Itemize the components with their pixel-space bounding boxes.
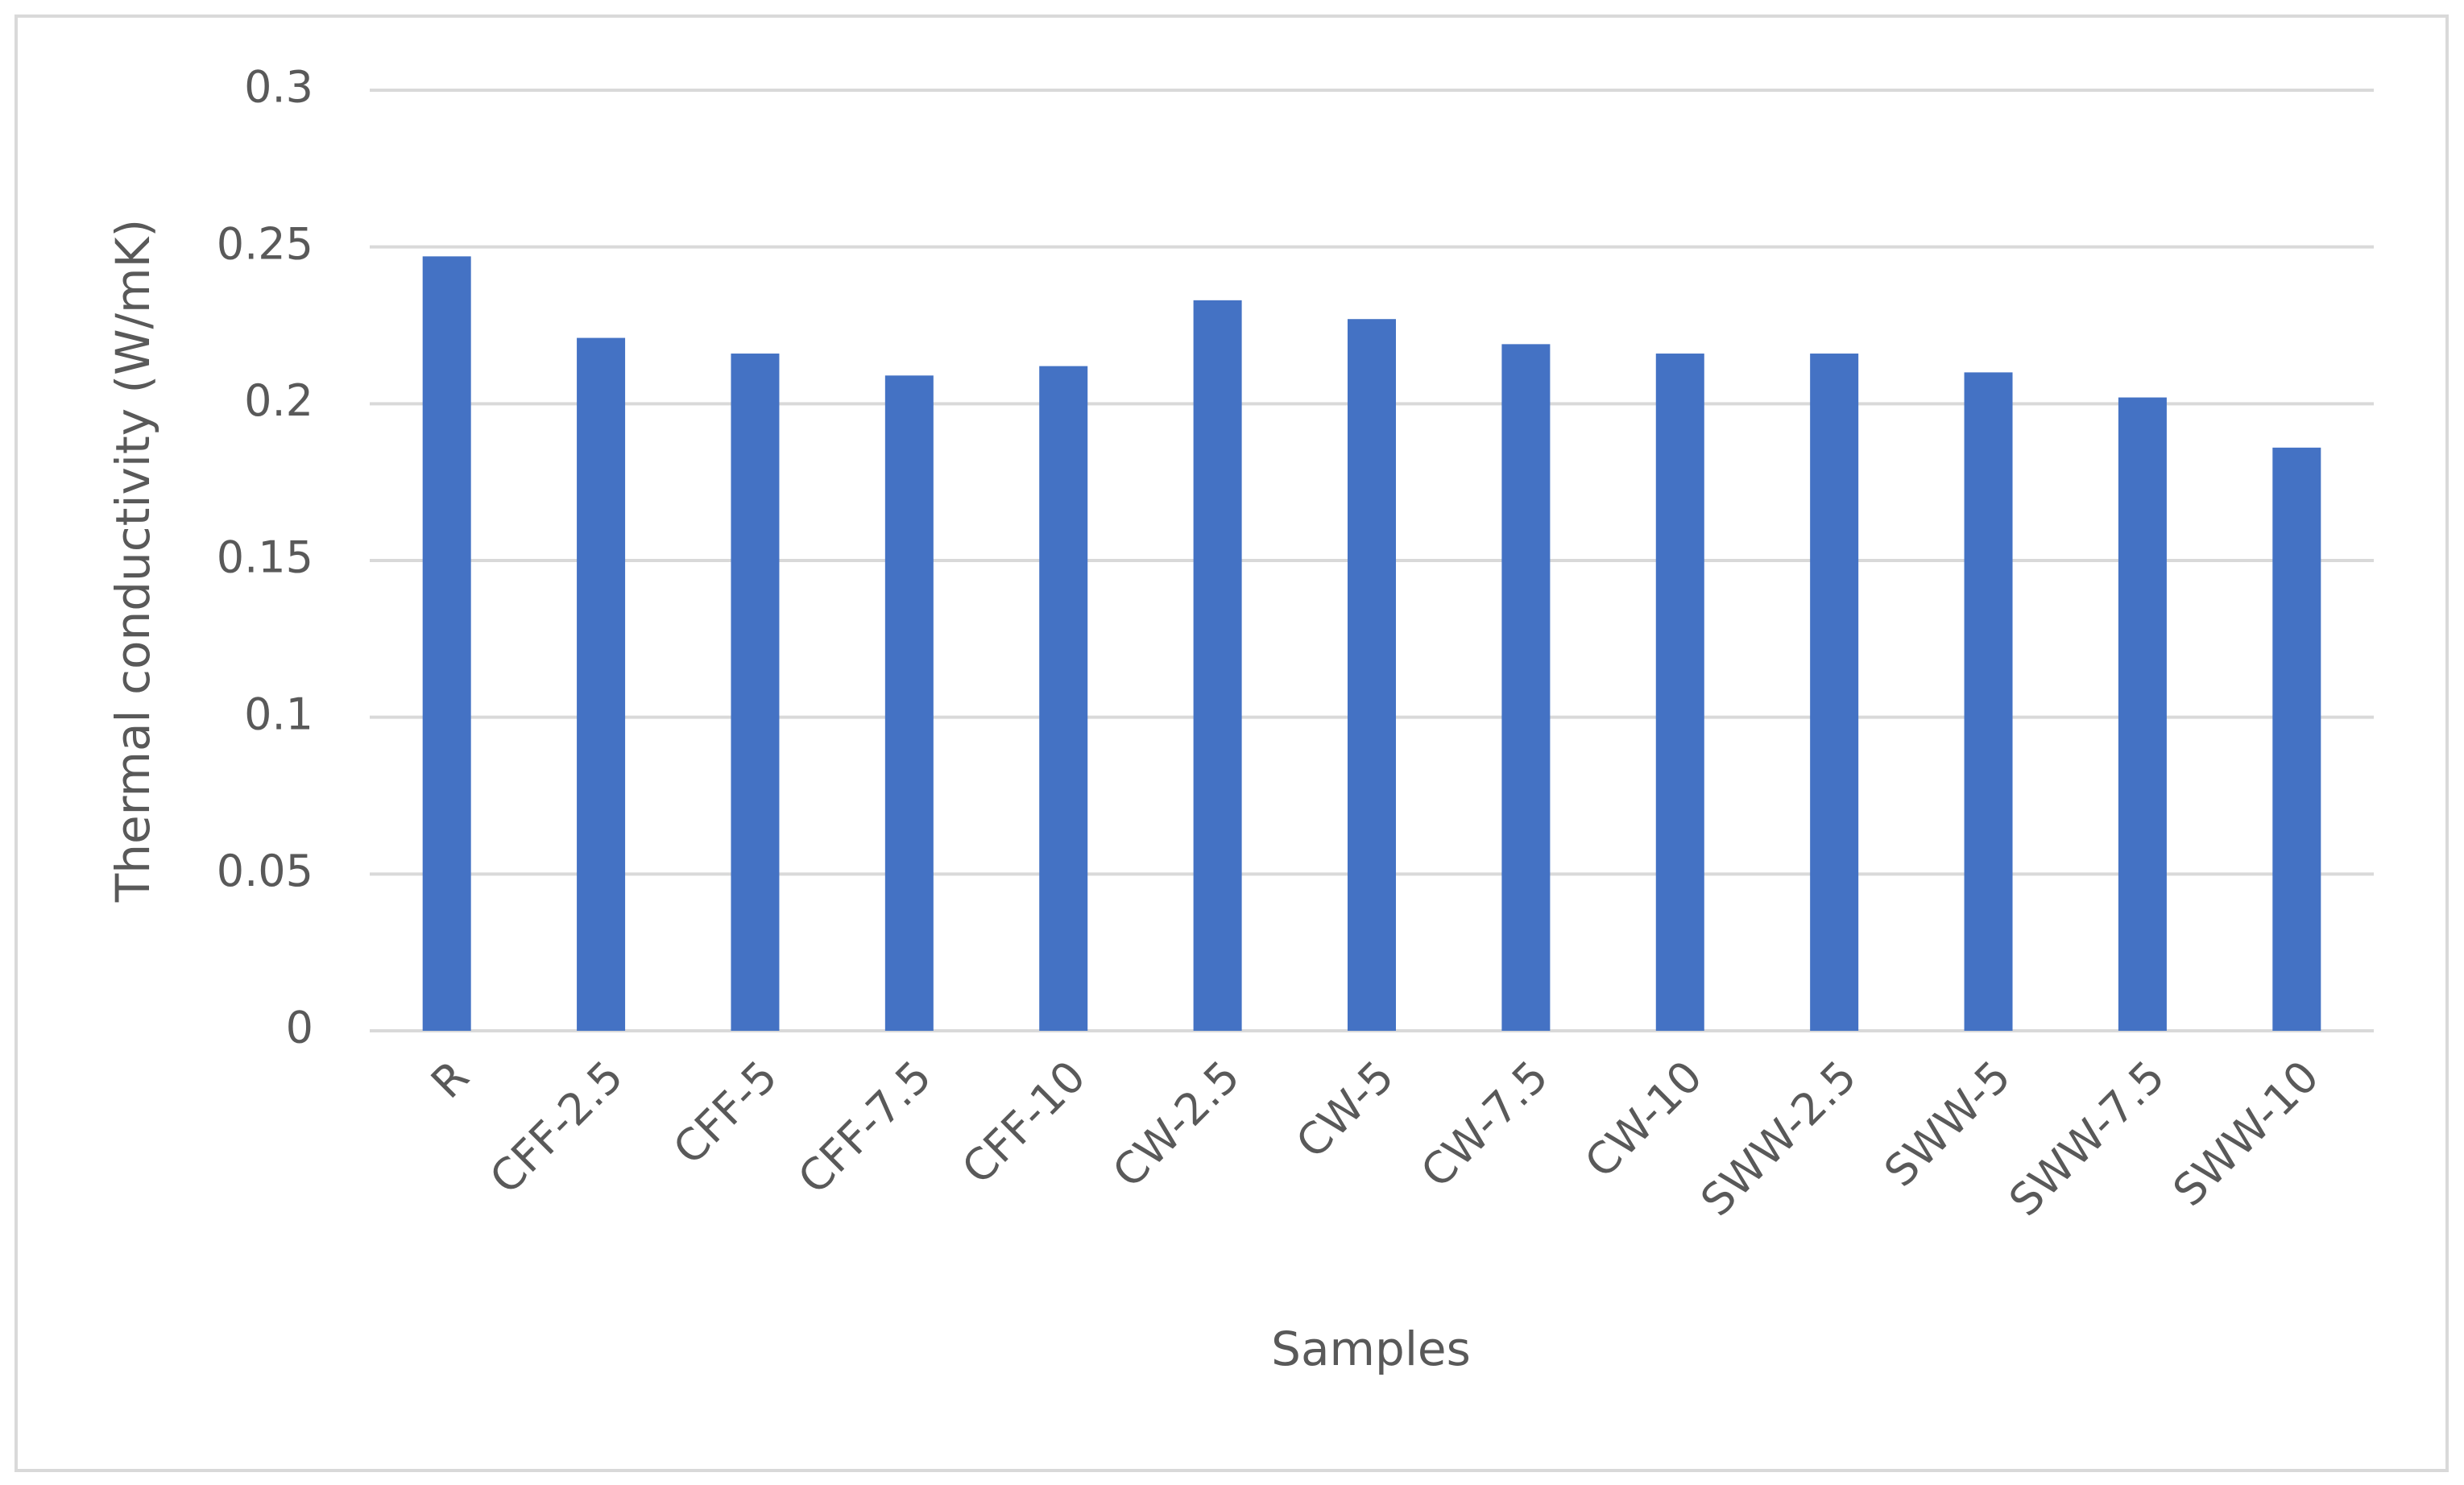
bar <box>422 256 471 1031</box>
y-tick-label: 0.2 <box>244 375 313 426</box>
bar <box>1348 319 1396 1031</box>
x-axis-title: Samples <box>1271 1322 1471 1376</box>
y-tick-label: 0 <box>286 1003 313 1053</box>
y-tick-label: 0.05 <box>217 846 313 896</box>
bar <box>1501 344 1551 1031</box>
y-tick-label: 0.3 <box>244 62 313 113</box>
bar <box>577 337 626 1031</box>
bar <box>731 354 780 1031</box>
bar <box>1964 372 2013 1031</box>
bar <box>1039 366 1088 1031</box>
bar <box>1655 354 1704 1031</box>
bar <box>1810 354 1859 1031</box>
y-axis-title: Thermal conductivity (W/mK) <box>106 219 160 903</box>
bar <box>884 375 934 1031</box>
bar <box>1193 300 1242 1031</box>
y-tick-label: 0.15 <box>217 532 313 583</box>
bar <box>2118 397 2167 1032</box>
y-tick-label: 0.1 <box>244 689 313 739</box>
bar <box>2272 447 2321 1031</box>
y-tick-label: 0.25 <box>217 218 313 269</box>
